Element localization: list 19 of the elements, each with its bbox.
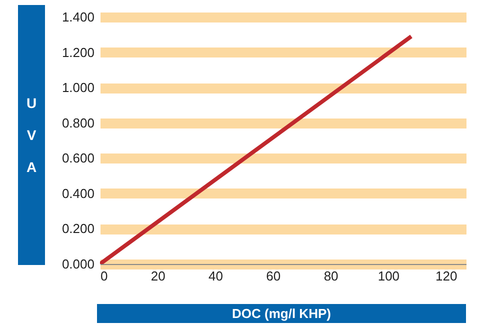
- label-box: UVA: [18, 5, 45, 265]
- x-tick-label: 0: [100, 268, 108, 284]
- y-tick-label: 0.200: [62, 221, 94, 236]
- x-tick-label: 20: [150, 268, 166, 284]
- x-tick-label: 60: [266, 268, 281, 284]
- x-axis-title: DOC (mg/l KHP): [232, 306, 331, 320]
- y-tick-label: 1.000: [62, 80, 94, 96]
- x-tick-label: 40: [208, 268, 224, 284]
- y-tick-label: 0.600: [62, 150, 94, 166]
- y-tick-label: 0.400: [62, 186, 94, 201]
- y-axis-title: UVA: [26, 94, 37, 177]
- y-tick-label: 0.800: [62, 115, 94, 130]
- y-tick-label: 1.200: [62, 44, 94, 60]
- x-tick-label: 120: [435, 268, 458, 284]
- x-tick-label: 80: [324, 268, 338, 284]
- y-tick-label: 1.400: [62, 10, 94, 24]
- x-tick-label: 100: [378, 268, 400, 284]
- y-tick-label: 0.000: [62, 256, 94, 272]
- label-box: DOC (mg/l KHP): [97, 303, 466, 323]
